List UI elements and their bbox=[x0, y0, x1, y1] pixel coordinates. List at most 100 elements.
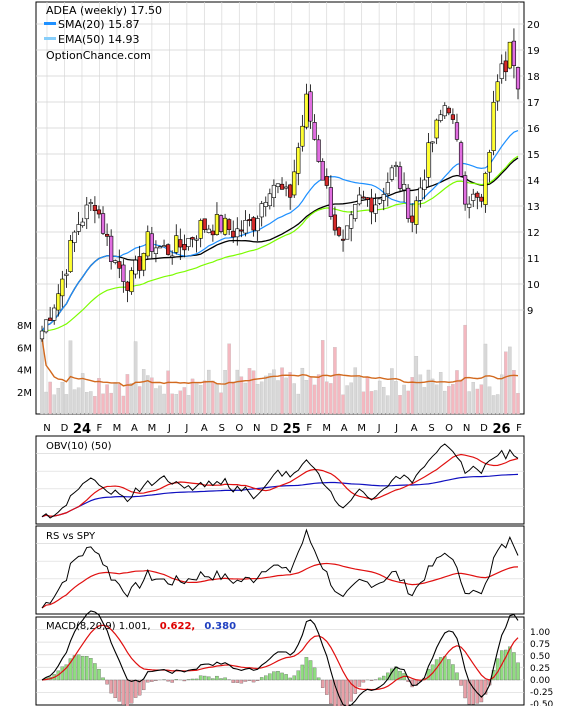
candle-body bbox=[499, 63, 504, 79]
candle-body bbox=[100, 213, 106, 234]
macd-axis: 1.00 0.75 0.50 0.25 0.00 -0.25 -0.50 bbox=[530, 628, 554, 706]
macd-hist-bar bbox=[369, 679, 374, 681]
x-axis-label: F bbox=[97, 423, 103, 434]
macd-tick-label: 1.00 bbox=[530, 628, 550, 638]
candle-body bbox=[125, 281, 130, 291]
macd-hist-bar bbox=[451, 664, 455, 681]
volume-bar bbox=[288, 372, 292, 415]
volume-bar bbox=[467, 391, 471, 415]
candle-body bbox=[133, 259, 138, 275]
macd-hist-bar bbox=[280, 672, 284, 681]
volume-bar bbox=[85, 392, 89, 415]
volume-bar bbox=[438, 372, 443, 415]
volume-bar bbox=[178, 390, 183, 415]
volume-bar bbox=[508, 346, 512, 415]
candle-body bbox=[92, 205, 97, 212]
volume-bar bbox=[459, 379, 463, 415]
volume-bar bbox=[455, 370, 459, 415]
volume-tick-label: 6M bbox=[17, 343, 32, 354]
volume-bar bbox=[357, 377, 362, 415]
x-axis-label: D bbox=[270, 423, 278, 434]
volume-bar bbox=[182, 387, 187, 415]
x-axis-label: J bbox=[184, 423, 188, 434]
macd-hist-bar bbox=[377, 677, 382, 681]
candle-body bbox=[434, 119, 439, 139]
candle-body bbox=[153, 247, 159, 254]
x-axis-label: S bbox=[219, 423, 225, 434]
candle-body bbox=[48, 317, 53, 321]
volume-tick-label: 2M bbox=[17, 388, 32, 399]
volume-bar bbox=[463, 324, 467, 415]
candle-body bbox=[332, 214, 338, 231]
macd-hist-bar bbox=[80, 655, 85, 681]
volume-bar bbox=[186, 395, 191, 415]
x-axis-label: M bbox=[322, 423, 331, 434]
volume-bar bbox=[414, 356, 419, 415]
candle-body bbox=[222, 217, 228, 235]
volume-bar bbox=[97, 378, 101, 415]
macd-hist-bar bbox=[467, 679, 471, 705]
candle-body bbox=[279, 183, 285, 190]
volume-bar bbox=[105, 384, 109, 415]
macd-signal-value: 0.622, bbox=[160, 621, 195, 632]
candle-body bbox=[345, 225, 350, 240]
macd-hist-bar bbox=[223, 677, 227, 681]
macd-tick-label: 0.75 bbox=[530, 640, 550, 650]
macd-hist-bar bbox=[272, 671, 276, 681]
candle-body bbox=[113, 260, 118, 263]
candle-body bbox=[438, 114, 443, 121]
macd-hist-bar bbox=[479, 679, 484, 703]
volume-bar bbox=[386, 395, 390, 415]
x-axis-label: O bbox=[235, 423, 243, 434]
volume-bar bbox=[341, 394, 345, 415]
sma20-line bbox=[41, 130, 519, 332]
x-axis: N D 24 F M A M J J A S O N D 25 F M A M J J A S O N D 26 F bbox=[43, 422, 522, 437]
macd-hist-bar bbox=[308, 660, 313, 681]
volume-bar bbox=[89, 391, 93, 415]
macd-hist-bar bbox=[463, 679, 467, 699]
macd-hist-bar bbox=[93, 663, 97, 681]
macd-hist-bar bbox=[312, 667, 317, 681]
macd-hist-bar bbox=[68, 658, 73, 681]
candle-body bbox=[109, 235, 114, 262]
candle-body bbox=[43, 319, 49, 333]
volume-bar bbox=[406, 390, 410, 415]
macd-hist-bar bbox=[398, 670, 402, 681]
volume-bar bbox=[207, 369, 211, 415]
x-axis-label: M bbox=[357, 423, 366, 434]
volume-bar bbox=[402, 384, 406, 415]
candle-body bbox=[381, 194, 386, 201]
volume-bar bbox=[158, 385, 162, 415]
volume-bar bbox=[398, 395, 402, 415]
candle-body bbox=[60, 278, 65, 297]
candle-body bbox=[336, 227, 342, 236]
rs-label: RS vs SPY bbox=[46, 531, 96, 542]
candle-body bbox=[247, 219, 252, 221]
rs-panel: RS vs SPY bbox=[35, 525, 525, 615]
x-axis-label: N bbox=[43, 423, 50, 434]
x-axis-label: D bbox=[480, 423, 488, 434]
candle-body bbox=[410, 215, 415, 223]
candle-body bbox=[288, 184, 293, 198]
candle-body bbox=[157, 246, 163, 249]
volume-ma-line bbox=[41, 338, 519, 387]
rs-ma-line bbox=[41, 562, 519, 609]
macd-hist-bar bbox=[459, 679, 463, 686]
candle-body bbox=[145, 231, 150, 257]
macd-hist-bar bbox=[121, 679, 126, 706]
macd-hist-bar bbox=[341, 679, 345, 706]
volume-tick-label: 4M bbox=[17, 366, 32, 377]
candle-body bbox=[214, 214, 220, 235]
candle-body bbox=[80, 221, 85, 226]
ema-legend-label: EMA(50) 14.93 bbox=[58, 33, 140, 46]
macd-hist-bar bbox=[504, 649, 508, 681]
volume-bar bbox=[422, 387, 427, 415]
macd-panel: 1.00 0.75 0.50 0.25 0.00 -0.25 -0.50 MACD(8,20… bbox=[35, 610, 554, 706]
macd-hist-bar bbox=[447, 659, 451, 681]
macd-hist-bar bbox=[109, 679, 113, 694]
volume-bar bbox=[109, 392, 113, 415]
candle-body bbox=[479, 196, 484, 202]
volume-bar bbox=[280, 367, 284, 415]
candle-body bbox=[340, 238, 346, 241]
volume-bar bbox=[150, 377, 154, 415]
